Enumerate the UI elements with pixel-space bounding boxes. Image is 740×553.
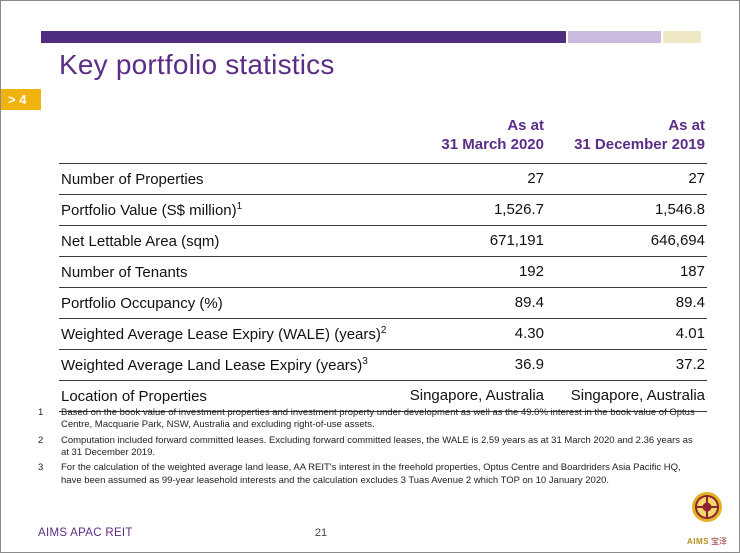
table-row: Net Lettable Area (sqm) 671,191 646,694 <box>59 224 707 256</box>
header-col1-line2: 31 March 2020 <box>441 135 544 153</box>
row-label-text: Location of Properties <box>61 387 207 405</box>
table-row: Weighted Average Land Lease Expiry (year… <box>59 348 707 380</box>
row-label: Portfolio Occupancy (%) <box>59 286 399 318</box>
row-label: Weighted Average Lease Expiry (WALE) (ye… <box>59 317 399 349</box>
footnote: 3 For the calculation of the weighted av… <box>38 462 701 487</box>
table-row: Weighted Average Lease Expiry (WALE) (ye… <box>59 317 707 349</box>
page-title: Key portfolio statistics <box>59 49 335 80</box>
row-value-col1: 671,191 <box>399 224 546 256</box>
bar-segment-cream <box>663 31 701 43</box>
footnote-text: Based on the book value of investment pr… <box>61 407 695 431</box>
row-label-sup: 2 <box>380 324 387 336</box>
row-value-col2: 646,694 <box>546 224 707 256</box>
row-value-col1: 36.9 <box>399 348 546 380</box>
aims-logo-emblem <box>692 492 722 522</box>
portfolio-statistics-table: As at 31 March 2020 As at 31 December 20… <box>59 113 707 412</box>
footnote-number: 1 <box>38 407 44 418</box>
row-label-text: Portfolio Value (S$ million) <box>61 201 237 219</box>
header-col1: As at 31 March 2020 <box>399 113 546 163</box>
header-col1-line1: As at <box>507 117 544 134</box>
row-label-text: Net Lettable Area (sqm) <box>61 232 220 250</box>
row-value-col1: Singapore, Australia <box>399 379 546 412</box>
aims-logo-text: AIMS <box>687 537 709 546</box>
row-value-col2: 89.4 <box>546 286 707 318</box>
aims-logo-text-cn: 宝泽 <box>711 537 727 546</box>
row-label-sup: 3 <box>362 355 368 367</box>
footnotes: 1 Based on the book value of investment … <box>38 407 701 490</box>
row-value-col2: 27 <box>546 162 707 194</box>
section-tab: > 4 <box>1 89 41 110</box>
row-label-text: Weighted Average Land Lease Expiry (year… <box>61 356 363 374</box>
footnote: 1 Based on the book value of investment … <box>38 407 701 432</box>
table-header-row: As at 31 March 2020 As at 31 December 20… <box>59 113 707 163</box>
header-empty <box>59 113 399 163</box>
footnote: 2 Computation included forward committed… <box>38 435 701 460</box>
row-value-col2: 37.2 <box>546 348 707 380</box>
header-col2-line1: As at <box>668 117 705 134</box>
footnote-text: Computation included forward committed l… <box>61 434 693 459</box>
bar-segment-dark <box>41 31 566 43</box>
row-label: Location of Properties <box>59 379 399 412</box>
row-value-col1: 4.30 <box>399 317 546 349</box>
row-label: Number of Tenants <box>59 255 399 287</box>
row-label-text: Number of Tenants <box>61 263 188 281</box>
footer-company-name: AIMS APAC REIT <box>38 527 133 539</box>
row-label: Net Lettable Area (sqm) <box>59 224 399 256</box>
row-label: Weighted Average Land Lease Expiry (year… <box>59 348 399 380</box>
table-row: Portfolio Value (S$ million)1 1,526.7 1,… <box>59 193 707 225</box>
table-row: Location of Properties Singapore, Austra… <box>59 379 707 412</box>
header-col2-line2: 31 December 2019 <box>574 135 705 153</box>
row-label: Number of Properties <box>59 162 399 194</box>
row-value-col1: 89.4 <box>399 286 546 318</box>
row-value-col2: 187 <box>546 255 707 287</box>
top-decorative-bar <box>41 31 701 43</box>
row-label-text: Portfolio Occupancy (%) <box>61 294 223 312</box>
row-label-sup: 1 <box>236 200 243 212</box>
row-value-col2: 1,546.8 <box>546 193 707 225</box>
footnote-number: 2 <box>38 434 44 446</box>
row-value-col1: 192 <box>399 255 546 287</box>
row-value-col1: 1,526.7 <box>399 193 546 225</box>
header-col2: As at 31 December 2019 <box>546 113 707 163</box>
table-row: Portfolio Occupancy (%) 89.4 89.4 <box>59 286 707 318</box>
row-label: Portfolio Value (S$ million)1 <box>59 193 399 225</box>
bar-segment-lavender <box>568 31 661 43</box>
table-row: Number of Properties 27 27 <box>59 162 707 194</box>
table-row: Number of Tenants 192 187 <box>59 255 707 287</box>
footnote-text: For the calculation of the weighted aver… <box>61 462 681 486</box>
footnote-number: 3 <box>38 462 44 474</box>
row-value-col1: 27 <box>399 162 546 194</box>
row-label-text: Weighted Average Lease Expiry (WALE) (ye… <box>61 325 381 343</box>
row-value-col2: Singapore, Australia <box>546 379 707 412</box>
row-value-col2: 4.01 <box>546 317 707 349</box>
page-number: 21 <box>314 527 328 539</box>
row-label-text: Number of Properties <box>61 170 204 188</box>
aims-logo: AIMS 宝泽 <box>683 490 731 549</box>
